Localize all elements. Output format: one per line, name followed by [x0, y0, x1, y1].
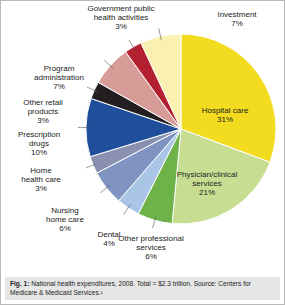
svg-text:Homehealth care3%: Homehealth care3% [21, 166, 61, 193]
svg-text:Investment7%: Investment7% [217, 10, 257, 28]
svg-text:Programadministration7%: Programadministration7% [34, 64, 84, 91]
svg-text:Other retailproducts3%: Other retailproducts3% [23, 98, 63, 125]
svg-text:Nursinghome care6%: Nursinghome care6% [46, 206, 84, 233]
html-text:Fig. 1: National health expend: Fig. 1: National health expenditures, 20… [10, 280, 251, 296]
svg-text:Other professionalservices6%: Other professionalservices6% [118, 234, 184, 261]
svg-text:Prescriptiondrugs10%: Prescriptiondrugs10% [18, 130, 60, 157]
svg-text:Government publichealth activi: Government publichealth activities3% [87, 4, 154, 31]
svg-text:Dental4%: Dental4% [97, 230, 120, 248]
svg-text:Physician/clinicalservices21%: Physician/clinicalservices21% [177, 170, 238, 197]
svg-text:Hospital care31%: Hospital care31% [202, 106, 249, 124]
